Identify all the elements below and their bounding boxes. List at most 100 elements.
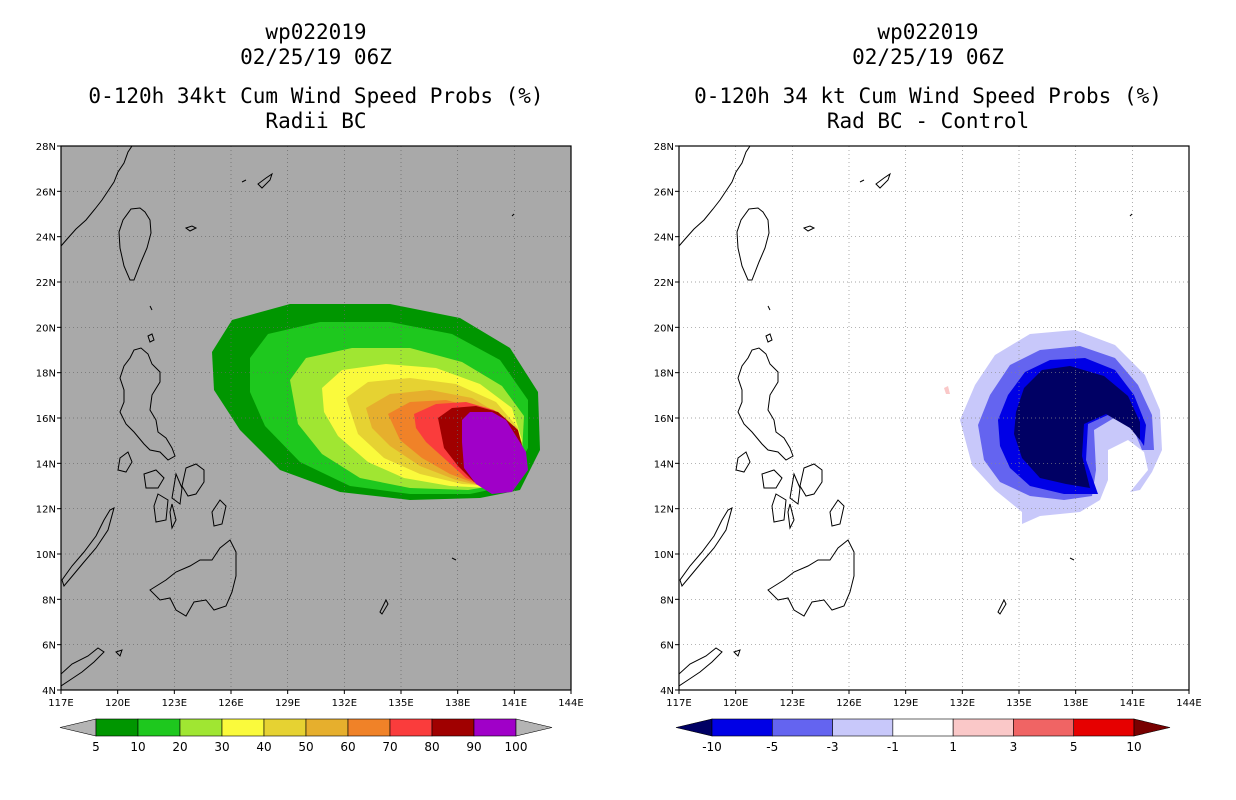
colorbar-swatch (95, 718, 139, 737)
right-difference-contours (944, 330, 1162, 524)
lat-label: 16N (36, 414, 56, 425)
colorbar-swatch (305, 718, 349, 737)
lat-label: 24N (654, 233, 674, 244)
colorbar-label: 70 (382, 740, 397, 754)
lat-label: 6N (660, 641, 674, 652)
colorbar-label: 50 (298, 740, 313, 754)
colorbar-label: 80 (424, 740, 439, 754)
colorbar-label: 20 (172, 740, 187, 754)
lon-label: 141E (1120, 698, 1145, 709)
lat-label: 18N (36, 369, 56, 380)
lat-label: 12N (654, 505, 674, 516)
lon-label: 144E (1176, 698, 1201, 709)
lat-label: 18N (654, 369, 674, 380)
colorbar-label: 10 (1126, 740, 1141, 754)
left-gridlines (61, 146, 571, 690)
colorbar-label: -10 (702, 740, 722, 754)
colorbar-label: -1 (887, 740, 899, 754)
colorbar-swatch (473, 718, 517, 737)
diff-contour-plus-1 (944, 386, 950, 394)
colorbar-swatch (832, 718, 894, 737)
lon-label: 132E (950, 698, 975, 709)
left-title-storm: wp022019 (265, 20, 367, 44)
colorbar-label: 40 (256, 740, 271, 754)
lon-label: 129E (893, 698, 918, 709)
left-colorbar: 5 10 20 30 40 50 60 70 80 90 100 (59, 718, 553, 754)
lat-label: 8N (660, 595, 674, 606)
lat-label: 14N (654, 459, 674, 470)
lon-label: 117E (48, 698, 73, 709)
right-map-panel: 28N 26N 24N 22N 20N 18N 16N 14N 12N 10N 8N 6N 4N117E… (654, 142, 1202, 709)
colorbar-swatch (771, 718, 833, 737)
lon-label: 144E (558, 698, 583, 709)
right-title-storm: wp022019 (877, 20, 979, 44)
lon-label: 138E (445, 698, 470, 709)
contour-90 (462, 412, 528, 494)
colorbar-swatch (892, 718, 954, 737)
colorbar-under-triangle (59, 718, 97, 737)
lat-label: 20N (36, 323, 56, 334)
lon-label: 135E (388, 698, 413, 709)
colorbar-label: 5 (1070, 740, 1078, 754)
lat-label: 24N (36, 233, 56, 244)
colorbar-swatch (952, 718, 1014, 737)
lat-label: 10N (654, 550, 674, 561)
lon-label: 129E (275, 698, 300, 709)
lat-label: 22N (654, 278, 674, 289)
lat-label: 14N (36, 459, 56, 470)
lon-label: 123E (162, 698, 187, 709)
colorbar-swatch (389, 718, 433, 737)
lat-label: 12N (36, 505, 56, 516)
lon-label: 126E (836, 698, 861, 709)
colorbar-label: 30 (214, 740, 229, 754)
colorbar-swatch (1073, 718, 1135, 737)
colorbar-swatch (263, 718, 307, 737)
right-title-block: wp022019 02/25/19 06Z 0-120h 34 kt Cum W… (672, 20, 1184, 134)
right-title-main: 0-120h 34 kt Cum Wind Speed Probs (%) (694, 84, 1162, 108)
right-title-date: 02/25/19 06Z (852, 45, 1004, 69)
lon-label: 141E (502, 698, 527, 709)
lat-label: 4N (660, 686, 674, 697)
left-title-block: wp022019 02/25/19 06Z 0-120h 34kt Cum Wi… (60, 20, 572, 134)
lon-label: 120E (723, 698, 748, 709)
lon-label: 132E (332, 698, 357, 709)
right-colorbar: -10 -5 -3 -1 1 3 5 10 (675, 718, 1171, 754)
lon-label: 123E (780, 698, 805, 709)
left-title-main: 0-120h 34kt Cum Wind Speed Probs (%) (88, 84, 544, 108)
colorbar-swatch (221, 718, 265, 737)
lat-label: 8N (42, 595, 56, 606)
colorbar-swatch (431, 718, 475, 737)
lat-label: 10N (36, 550, 56, 561)
colorbar-swatch (711, 718, 773, 737)
lat-label: 22N (36, 278, 56, 289)
lat-label: 26N (36, 187, 56, 198)
lat-label: 28N (36, 142, 56, 153)
left-title-date: 02/25/19 06Z (240, 45, 392, 69)
lat-label: 16N (654, 414, 674, 425)
colorbar-label: 10 (130, 740, 145, 754)
colorbar-label: 100 (505, 740, 528, 754)
lat-label: 4N (42, 686, 56, 697)
lat-label: 28N (654, 142, 674, 153)
lon-label: 117E (666, 698, 691, 709)
right-gridlines (679, 146, 1189, 690)
colorbar-label: 90 (466, 740, 481, 754)
right-axes: 28N 26N 24N 22N 20N 18N 16N 14N 12N 10N 8N 6N 4N117E… (654, 142, 1202, 709)
colorbar-label: -5 (766, 740, 778, 754)
diff-contour-minus-10 (1014, 366, 1140, 488)
lat-label: 26N (654, 187, 674, 198)
lon-label: 120E (105, 698, 130, 709)
colorbar-swatch (347, 718, 391, 737)
lon-label: 138E (1063, 698, 1088, 709)
colorbar-swatch (179, 718, 223, 737)
left-title-sub: Radii BC (265, 109, 367, 133)
colorbar-label: -3 (827, 740, 839, 754)
lat-label: 20N (654, 323, 674, 334)
colorbar-over-triangle (515, 718, 553, 737)
right-title-sub: Rad BC - Control (826, 109, 1030, 133)
colorbar-over-triangle (1133, 718, 1171, 737)
lon-label: 135E (1006, 698, 1031, 709)
colorbar-label: 60 (340, 740, 355, 754)
colorbar-under-triangle (675, 718, 713, 737)
